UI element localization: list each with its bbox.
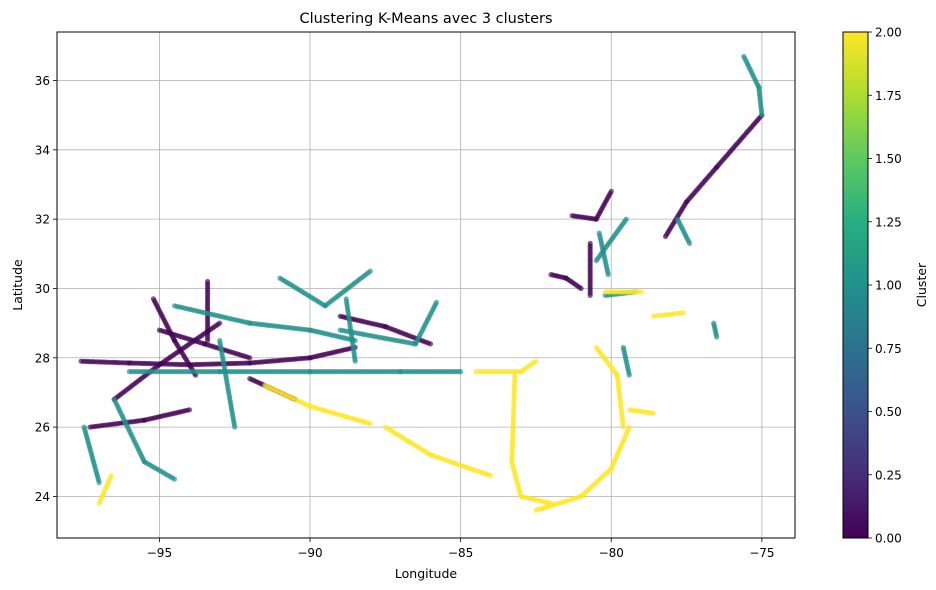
data-point xyxy=(638,289,645,295)
colorbar-ticks: 0.00 0.25 0.50 0.75 1.00 1.25 1.50 1.75 2.00 xyxy=(868,26,902,546)
data-point xyxy=(650,410,657,416)
data-point xyxy=(458,369,464,375)
data-point xyxy=(759,112,765,118)
x-axis-ticks: −95 −90 −85 −80 −75 xyxy=(147,538,775,560)
y-tick-label: 30 xyxy=(35,282,50,296)
colorbar-tick-label: 1.50 xyxy=(875,152,902,166)
data-point xyxy=(352,358,358,364)
data-point xyxy=(186,407,193,413)
data-point xyxy=(593,258,599,264)
cluster-1-points xyxy=(81,53,765,486)
y-tick-label: 34 xyxy=(35,143,50,157)
x-tick-label: −95 xyxy=(147,546,172,560)
data-point xyxy=(96,479,102,486)
data-point xyxy=(608,188,614,194)
data-point xyxy=(578,285,584,292)
data-point xyxy=(626,372,632,378)
y-tick-label: 26 xyxy=(35,421,50,435)
x-tick-label: −90 xyxy=(297,546,322,560)
data-point xyxy=(108,473,114,479)
x-axis-label: Longitude xyxy=(395,566,457,581)
data-point xyxy=(433,299,440,305)
cluster-2-points xyxy=(96,289,687,513)
grid-lines xyxy=(57,32,795,538)
data-point xyxy=(171,476,178,482)
data-point xyxy=(217,320,223,326)
data-point xyxy=(620,424,626,430)
x-tick-label: −80 xyxy=(599,546,624,560)
data-points xyxy=(78,53,765,513)
colorbar-tick-label: 2.00 xyxy=(875,26,902,40)
colorbar-tick-label: 1.75 xyxy=(875,89,902,103)
y-tick-label: 24 xyxy=(35,490,50,504)
chart-title: Clustering K-Means avec 3 clusters xyxy=(299,11,552,27)
x-tick-label: −75 xyxy=(749,546,774,560)
data-point xyxy=(626,424,632,430)
data-point xyxy=(427,341,434,347)
cluster-0-points xyxy=(78,112,765,430)
data-point xyxy=(367,421,373,427)
data-point xyxy=(232,424,238,430)
y-axis-ticks: 24 26 28 30 32 34 36 xyxy=(35,74,57,504)
data-point xyxy=(488,473,494,479)
colorbar-label: Cluster xyxy=(914,262,929,307)
x-tick-label: −85 xyxy=(448,546,473,560)
y-axis-label: Latitude xyxy=(10,259,25,311)
data-point xyxy=(714,334,720,340)
data-point xyxy=(533,358,539,364)
data-point xyxy=(247,355,253,361)
colorbar-tick-label: 0.00 xyxy=(875,532,902,546)
data-point xyxy=(205,337,211,344)
data-point xyxy=(587,292,593,298)
colorbar-tick-label: 0.75 xyxy=(875,342,902,356)
colorbar-tick-label: 1.00 xyxy=(875,279,902,293)
data-point xyxy=(605,272,611,278)
y-tick-label: 36 xyxy=(35,74,50,88)
colorbar-tick-label: 0.50 xyxy=(875,405,902,419)
colorbar-tick-label: 0.25 xyxy=(875,468,902,482)
y-tick-label: 32 xyxy=(35,213,50,227)
data-point xyxy=(687,240,693,246)
colorbar xyxy=(842,31,869,539)
plot-frame xyxy=(56,31,796,539)
data-point xyxy=(367,268,373,274)
data-point xyxy=(680,310,687,316)
colorbar-tick-label: 1.25 xyxy=(875,215,902,229)
y-tick-label: 28 xyxy=(35,351,50,365)
